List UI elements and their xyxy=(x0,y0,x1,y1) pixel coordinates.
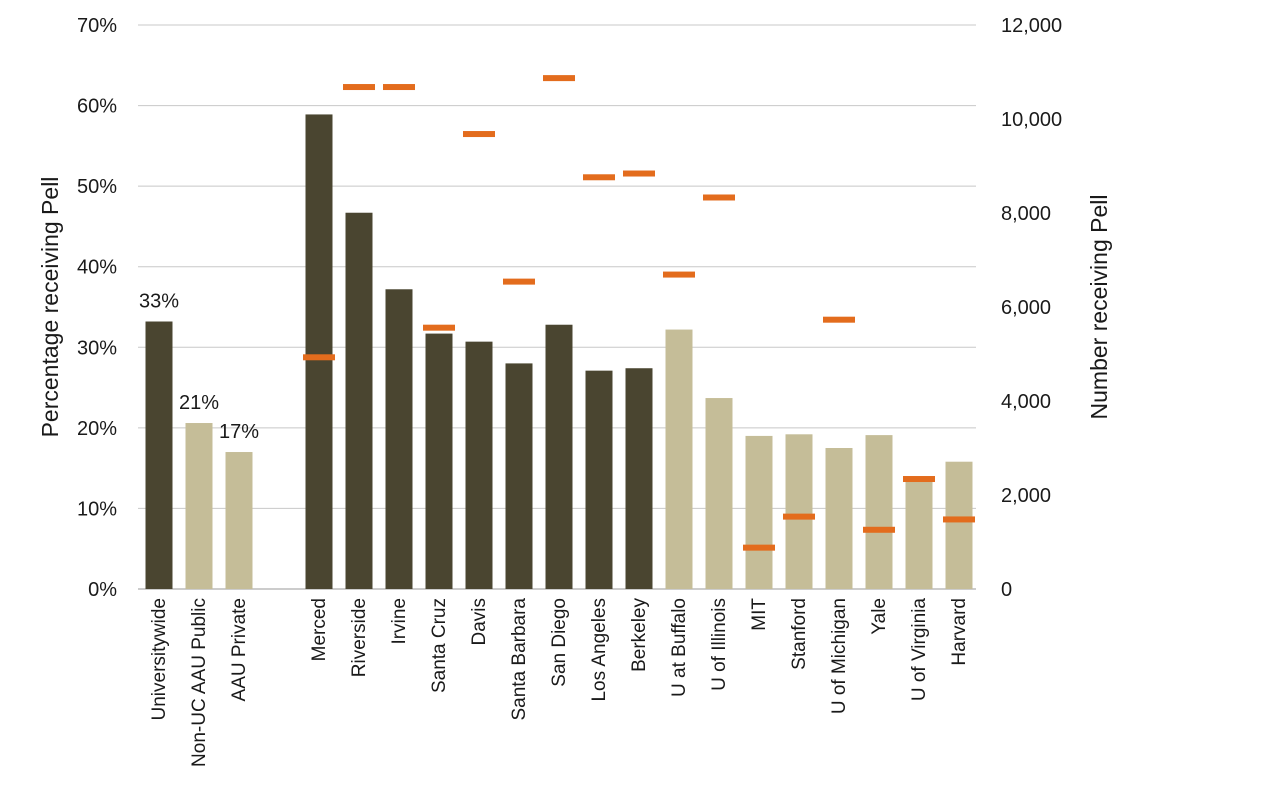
bar xyxy=(585,370,613,589)
count-marker xyxy=(623,170,655,177)
bar xyxy=(425,333,453,589)
y2-axis-title: Number receiving Pell xyxy=(1086,195,1112,420)
category-label: Stanford xyxy=(789,598,810,670)
bar xyxy=(225,452,253,589)
count-marker xyxy=(743,544,775,551)
count-marker xyxy=(783,513,815,520)
bar xyxy=(665,329,693,589)
bar xyxy=(385,289,413,589)
count-marker xyxy=(583,174,615,181)
category-label: U at Buffalo xyxy=(669,598,690,697)
bar xyxy=(505,363,533,589)
category-label: Santa Cruz xyxy=(429,598,450,693)
bar xyxy=(745,435,773,589)
category-label: San Diego xyxy=(549,598,570,687)
category-label: Harvard xyxy=(949,598,970,666)
y-tick-label: 60% xyxy=(77,96,117,118)
count-marker xyxy=(343,84,375,91)
count-marker xyxy=(863,526,895,533)
y-tick-label: 50% xyxy=(77,176,117,198)
category-label: Berkeley xyxy=(629,598,650,672)
y2-tick-label: 12,000 xyxy=(1001,15,1062,37)
y2-tick-label: 6,000 xyxy=(1001,297,1051,319)
count-marker xyxy=(303,354,335,361)
count-marker xyxy=(543,75,575,82)
count-marker xyxy=(663,271,695,278)
category-label: Santa Barbara xyxy=(509,598,530,721)
markers xyxy=(303,75,975,551)
y-tick-label: 10% xyxy=(77,498,117,520)
y2-tick-label: 4,000 xyxy=(1001,391,1051,413)
y-tick-label: 40% xyxy=(77,257,117,279)
category-label: Riverside xyxy=(349,598,370,677)
y2-tick-label: 10,000 xyxy=(1001,109,1062,131)
category-label: Yale xyxy=(869,598,890,635)
y2-tick-label: 2,000 xyxy=(1001,485,1051,507)
category-label: AAU Private xyxy=(229,598,250,701)
bar xyxy=(145,321,173,589)
count-marker xyxy=(943,516,975,523)
y-tick-label: 30% xyxy=(77,337,117,359)
bar xyxy=(825,448,853,589)
count-marker xyxy=(463,131,495,138)
y-tick-label: 20% xyxy=(77,418,117,440)
category-label: Irvine xyxy=(389,598,410,644)
category-label: MIT xyxy=(749,598,770,631)
category-label: U of Michigan xyxy=(829,598,850,714)
category-label: Non-UC AAU Public xyxy=(189,598,210,767)
category-label: Los Angeles xyxy=(589,598,610,702)
bar-data-label: 17% xyxy=(219,421,259,443)
y-tick-label: 70% xyxy=(77,15,117,37)
y-axis-title: Percentage receiving Pell xyxy=(37,177,63,438)
bar-data-label: 33% xyxy=(139,291,179,313)
y2-tick-label: 0 xyxy=(1001,579,1012,601)
category-label: Merced xyxy=(309,598,330,661)
y2-tick-label: 8,000 xyxy=(1001,203,1051,225)
count-marker xyxy=(903,476,935,483)
bar xyxy=(945,461,973,589)
bar xyxy=(465,341,493,589)
bar xyxy=(625,368,653,589)
category-label: Universitywide xyxy=(149,598,170,720)
category-label: U of Illinois xyxy=(709,598,730,691)
left-axis-ticks: 0% 10% 20% 30% 40% 50% 60% 70% xyxy=(77,15,117,601)
bar xyxy=(345,212,373,589)
y-tick-label: 0% xyxy=(88,579,117,601)
category-label: U of Virginia xyxy=(909,598,930,702)
count-marker xyxy=(383,84,415,91)
category-labels: Universitywide Non-UC AAU Public AAU Priva… xyxy=(149,598,970,767)
category-label: Davis xyxy=(469,598,490,646)
bar xyxy=(185,423,213,589)
count-marker xyxy=(823,316,855,323)
bars xyxy=(145,114,973,589)
right-axis-ticks: 0 2,000 4,000 6,000 8,000 10,000 12,000 xyxy=(1001,15,1062,601)
count-marker xyxy=(503,278,535,285)
bar xyxy=(305,114,333,589)
data-labels: 33% 21%17% xyxy=(139,291,259,444)
bar xyxy=(545,324,573,589)
bar xyxy=(705,398,733,589)
bar xyxy=(785,434,813,589)
count-marker xyxy=(703,194,735,201)
count-marker xyxy=(423,324,455,331)
bar xyxy=(905,476,933,589)
bar xyxy=(865,435,893,589)
bar-data-label: 21% xyxy=(179,392,219,414)
